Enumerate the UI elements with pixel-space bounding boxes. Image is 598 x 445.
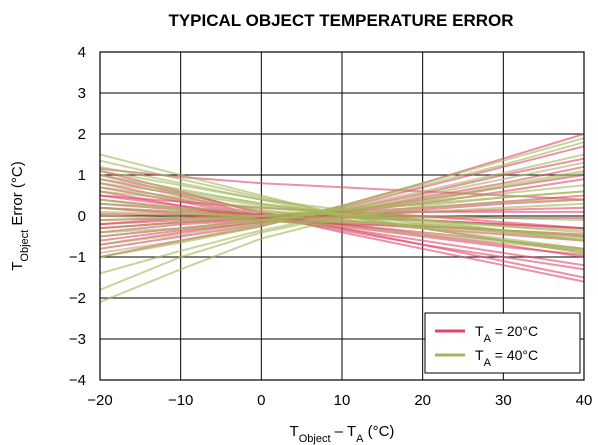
series-line-ta40	[99, 198, 585, 291]
plot-frame	[99, 51, 585, 381]
x-tick-label: 40	[576, 392, 593, 409]
y-tick-label: −1	[69, 249, 86, 266]
series-line-ta40	[99, 172, 585, 275]
x-tick-label: −10	[168, 392, 193, 409]
chart-title: TYPICAL OBJECT TEMPERATURE ERROR	[168, 11, 513, 30]
y-tick-label: 0	[78, 208, 86, 225]
y-tick-label: 4	[78, 44, 86, 61]
y-tick-label: −2	[69, 290, 86, 307]
y-axis-label: TObject Error (°C)	[9, 161, 31, 270]
series-line-ta40	[99, 190, 585, 230]
series-line-ta20	[99, 167, 585, 201]
series-line-ta20	[99, 178, 585, 271]
y-tick-labels: −4 −3 −2 −1 0 1 2 3 4	[69, 44, 86, 389]
plot-lines	[99, 133, 585, 304]
x-tick-label: 10	[334, 392, 351, 409]
legend: TA = 20°CTA = 40°C	[424, 312, 581, 374]
x-tick-label: 0	[257, 392, 265, 409]
x-tick-labels: −20 −10 0 10 20 30 40	[87, 392, 592, 409]
y-tick-label: −3	[69, 331, 86, 348]
series-line-ta40	[99, 153, 585, 246]
y-tick-label: 1	[78, 167, 86, 184]
x-tick-label: 20	[414, 392, 431, 409]
legend-label-ta20: TA = 20°C	[475, 323, 538, 345]
x-axis-label: TObject – TA (°C)	[290, 423, 395, 445]
series-line-ta40	[99, 137, 585, 258]
y-tick-label: −4	[69, 372, 86, 389]
legend-box	[424, 312, 581, 374]
series-line-ta40	[99, 198, 585, 252]
x-tick-label: −20	[87, 392, 112, 409]
legend-label-ta40: TA = 40°C	[475, 347, 538, 369]
x-tick-label: 30	[495, 392, 512, 409]
y-tick-label: 3	[78, 85, 86, 102]
series-line-ta40	[99, 186, 585, 250]
y-tick-label: 2	[78, 126, 86, 143]
